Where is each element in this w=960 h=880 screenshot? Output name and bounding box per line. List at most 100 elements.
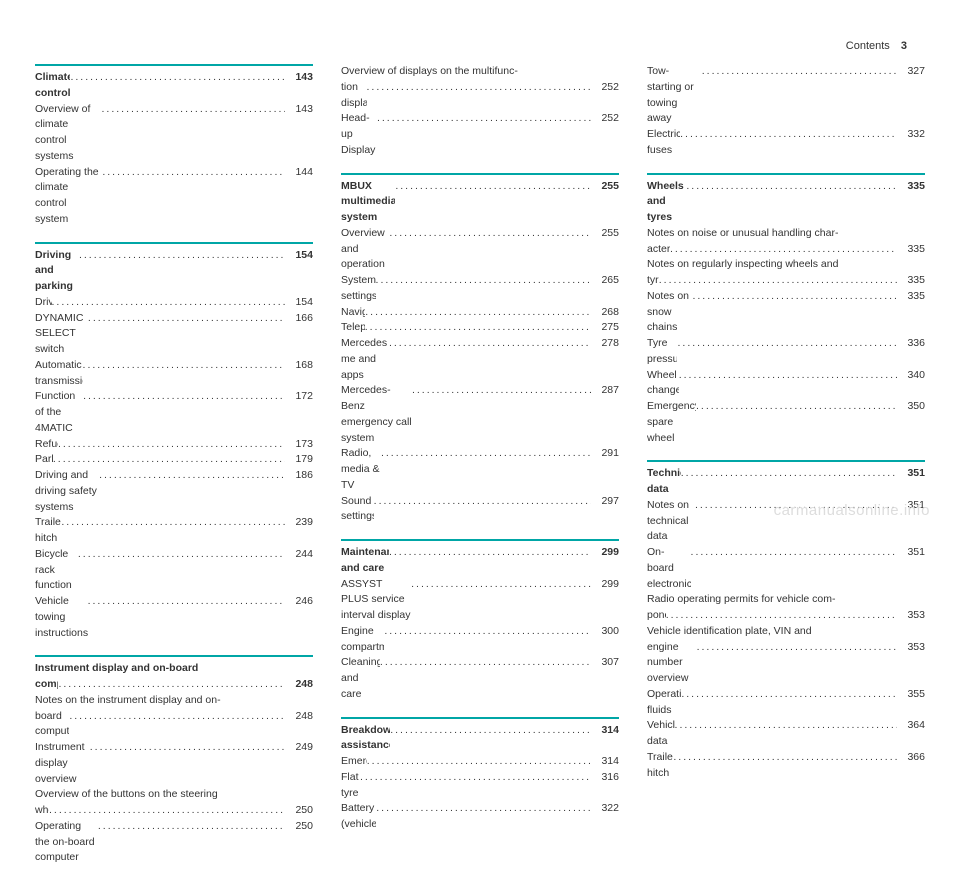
toc-label: wheel: [35, 803, 49, 819]
toc-dots: [389, 226, 591, 242]
toc-entry: Overview of the buttons on the steeringw…: [35, 787, 313, 819]
toc-label: Notes on snow chains: [647, 289, 692, 336]
toc-entry: Parking179: [35, 452, 313, 468]
toc-dots: [78, 547, 285, 563]
toc-label: Operating fluids: [647, 687, 681, 719]
toc-section: Overview of displays on the multifunc-ti…: [341, 64, 619, 159]
toc-label: Operating the climate control system: [35, 165, 102, 228]
toc-section: Instrument display and on-boardcomputer2…: [35, 655, 313, 866]
toc-dots: [365, 305, 591, 321]
section-divider: [341, 173, 619, 175]
toc-entry: Wheels and tyres335: [647, 179, 925, 226]
toc-dots: [390, 723, 591, 739]
toc-page: 351: [897, 545, 925, 561]
toc-dots: [675, 718, 897, 734]
toc-label: Notes on the instrument display and on-: [35, 693, 221, 709]
toc-label: Vehicle towing instructions: [35, 594, 88, 641]
toc-label: Wheels and tyres: [647, 179, 686, 226]
toc-entry: Trailer hitch366: [647, 750, 925, 782]
toc-dots: [691, 545, 897, 561]
toc-page: 252: [591, 111, 619, 127]
toc-entry: Maintenance and care 299: [341, 545, 619, 577]
toc-page: 239: [285, 515, 313, 531]
toc-label: Overview of the buttons on the steering: [35, 787, 218, 803]
toc-section: Wheels and tyres335Notes on noise or unu…: [647, 173, 925, 447]
toc-dots: [677, 336, 897, 352]
toc-entry: Notes on snow chains 335: [647, 289, 925, 336]
toc-label: Battery (vehicle): [341, 801, 376, 833]
toc-entry: Operating the on-board computer250: [35, 819, 313, 866]
toc-page: 355: [897, 687, 925, 703]
toc-label: Instrument display and on-board: [35, 661, 198, 677]
toc-dots: [58, 437, 285, 453]
toc-label: Overview and operation: [341, 226, 389, 273]
toc-label: Trailer hitch: [35, 515, 61, 547]
section-divider: [35, 242, 313, 244]
toc-page: 248: [285, 677, 313, 693]
toc-label: Maintenance and care: [341, 545, 389, 577]
section-divider: [35, 64, 313, 66]
toc-label: tion display: [341, 80, 367, 112]
toc-page: 255: [591, 179, 619, 195]
toc-page: 335: [897, 273, 925, 289]
toc-dots: [367, 754, 591, 770]
toc-entry: Tyre pressure336: [647, 336, 925, 368]
toc-page: 250: [285, 803, 313, 819]
toc-entry: Driving and parking154: [35, 248, 313, 295]
toc-page: 143: [285, 102, 313, 118]
toc-dots: [389, 545, 591, 561]
toc-page: 299: [591, 545, 619, 561]
toc-dots: [69, 709, 285, 725]
toc-label: Sound settings: [341, 494, 374, 526]
toc-entry: Emergency spare wheel350: [647, 399, 925, 446]
toc-label: Mercedes me and apps: [341, 336, 389, 383]
toc-page: 291: [591, 446, 619, 462]
toc-page: 351: [897, 466, 925, 482]
toc-page: 246: [285, 594, 313, 610]
toc-page: 335: [897, 242, 925, 258]
toc-dots: [79, 248, 285, 264]
toc-entry: Flat tyre316: [341, 770, 619, 802]
toc-label: Notes on technical data: [647, 498, 695, 545]
toc-page: 353: [897, 608, 925, 624]
toc-page: 335: [897, 289, 925, 305]
toc-dots: [696, 399, 897, 415]
toc-dots: [61, 515, 285, 531]
toc-dots: [98, 819, 285, 835]
toc-entry: Radio, media & TV291: [341, 446, 619, 493]
toc-page: 249: [285, 740, 313, 756]
toc-page: 179: [285, 452, 313, 468]
toc-label: Electrical fuses: [647, 127, 680, 159]
toc-label: Driving and driving safety systems: [35, 468, 99, 515]
toc-entry: Vehicle identification plate, VIN andeng…: [647, 624, 925, 687]
toc-entry: Head-up Display252: [341, 111, 619, 158]
toc-entry: Technical data 351: [647, 466, 925, 498]
toc-entry: Refuelling173: [35, 437, 313, 453]
toc-column: Overview of displays on the multifunc-ti…: [341, 64, 619, 880]
toc-label: Flat tyre: [341, 770, 360, 802]
toc-label: Operating the on-board computer: [35, 819, 98, 866]
toc-label: Navigation: [341, 305, 365, 321]
toc-page: 173: [285, 437, 313, 453]
toc-entry: Cleaning and care307: [341, 655, 619, 702]
header: Contents 3: [35, 40, 925, 52]
toc-dots: [360, 770, 591, 786]
toc-dots: [692, 289, 897, 305]
toc-label: Tow-starting or towing away: [647, 64, 702, 127]
toc-label: Notes on regularly inspecting wheels and: [647, 257, 838, 273]
toc-entry: Telephone275: [341, 320, 619, 336]
toc-dots: [83, 389, 285, 405]
toc-entry: Emergency314: [341, 754, 619, 770]
toc-entry: Breakdown assistance314: [341, 723, 619, 755]
watermark: carmanualsonline.info: [774, 502, 930, 519]
toc-label: acteristics: [647, 242, 670, 258]
toc-page: 350: [897, 399, 925, 415]
toc-label: On-board electronics: [647, 545, 691, 592]
toc-label: Technical data: [647, 466, 681, 498]
toc-page: 364: [897, 718, 925, 734]
toc-entry: Notes on noise or unusual handling char-…: [647, 226, 925, 258]
toc-page: 252: [591, 80, 619, 96]
toc-entry: Instrument display and on-boardcomputer2…: [35, 661, 313, 693]
toc-label: Engine compartment: [341, 624, 384, 656]
toc-dots: [380, 655, 591, 671]
